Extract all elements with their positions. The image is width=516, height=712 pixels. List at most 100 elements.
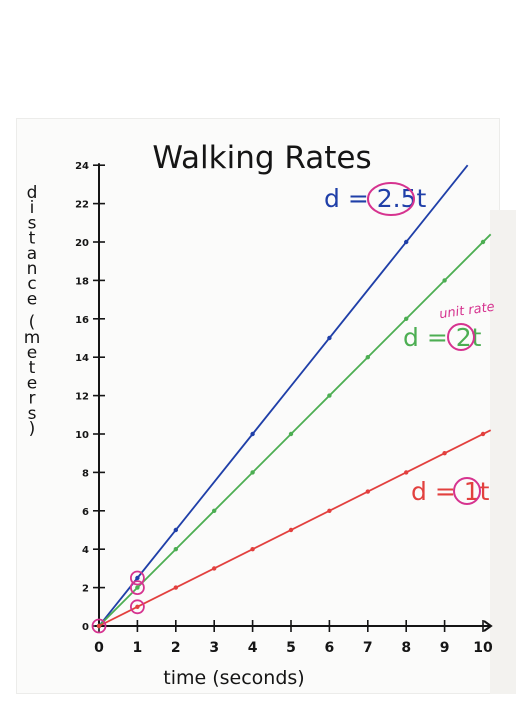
- svg-text:d = 2.5t: d = 2.5t: [324, 184, 426, 213]
- data-point: [480, 431, 486, 437]
- x-ticks: 0 1 2 3 4 5 6 7 8 9 10: [94, 620, 493, 656]
- rate-circle-red: [453, 477, 481, 505]
- svg-text:d = 2t: d = 2t: [403, 323, 482, 352]
- y-axis-label-char: d: [27, 183, 38, 203]
- highlight-circles: [91, 570, 145, 634]
- y-tick-label: 20: [75, 238, 89, 249]
- series-line: [98, 429, 492, 627]
- equation-blue: d = 2.5t: [324, 182, 426, 216]
- x-tick-label: 7: [363, 640, 373, 656]
- y-tick-label: 14: [75, 353, 89, 364]
- series-line: [98, 233, 492, 627]
- data-point: [212, 566, 217, 571]
- data-point: [288, 527, 294, 533]
- y-tick-label: 0: [82, 622, 89, 633]
- y-tick-label: 18: [75, 276, 89, 287]
- equation-red-rate: 1: [464, 477, 480, 506]
- equation-blue-suffix: t: [416, 184, 426, 213]
- data-point: [442, 451, 447, 456]
- data-point: [365, 489, 370, 494]
- x-tick-label: 2: [171, 640, 181, 656]
- y-axis-label-char: e: [27, 289, 37, 309]
- data-point: [442, 278, 447, 283]
- data-point: [96, 623, 102, 629]
- background-paper: [490, 210, 516, 694]
- rate-circle-green: [447, 323, 475, 351]
- equation-green-rate: 2: [456, 323, 472, 352]
- series-line: [98, 164, 469, 627]
- data-point: [288, 431, 294, 437]
- equation-green-prefix: d =: [403, 323, 456, 352]
- equation-green-suffix: t: [472, 323, 482, 352]
- y-axis-label-char: i: [30, 198, 35, 218]
- y-tick-label: 4: [82, 545, 89, 556]
- y-axis-label-char: a: [27, 244, 37, 264]
- y-tick-label: 10: [75, 430, 89, 441]
- equation-red-suffix: t: [480, 477, 490, 506]
- x-tick-label: 0: [94, 640, 104, 656]
- data-point: [173, 547, 178, 552]
- data-point: [404, 470, 409, 475]
- data-point: [404, 239, 409, 245]
- data-point: [327, 508, 332, 513]
- y-axis-label-char: c: [27, 274, 36, 294]
- x-tick-label: 1: [133, 640, 143, 656]
- equation-red-prefix: d =: [411, 477, 464, 506]
- series-1: [96, 164, 469, 629]
- poster-paper: [16, 118, 500, 694]
- svg-text:d = 1t: d = 1t: [411, 477, 490, 506]
- y-axis-label-char: s: [28, 213, 37, 233]
- data-point: [173, 527, 178, 533]
- data-point: [250, 547, 255, 552]
- y-axis-label-char: s: [28, 404, 37, 424]
- x-tick-label: 4: [248, 640, 258, 656]
- highlight-circle: [91, 618, 107, 634]
- series-3: [96, 429, 492, 629]
- y-axis-label-char: ): [29, 419, 36, 439]
- data-point: [250, 431, 255, 437]
- data-point: [327, 335, 332, 341]
- y-tick-label: 16: [75, 315, 89, 326]
- x-tick-label: 10: [473, 640, 493, 656]
- axes: [95, 163, 493, 632]
- chart-title: Walking Rates: [152, 140, 371, 176]
- equation-red: d = 1t: [411, 477, 490, 506]
- x-axis-arrow: [483, 620, 493, 632]
- data-point: [135, 575, 140, 581]
- data-point: [327, 393, 332, 398]
- data-point: [404, 316, 409, 321]
- rate-circle-blue: [367, 182, 415, 216]
- x-axis-label: time (seconds): [163, 667, 304, 689]
- y-axis-label-char: m: [24, 328, 41, 348]
- y-tick-label: 6: [82, 507, 89, 518]
- y-tick-label: 12: [75, 392, 89, 403]
- x-tick-label: 6: [325, 640, 335, 656]
- y-axis-label-char: n: [27, 259, 38, 279]
- y-tick-label: 22: [75, 200, 89, 211]
- y-axis-label-char: e: [27, 373, 37, 393]
- unit-rate-note: unit rate: [438, 300, 495, 323]
- highlight-circle: [129, 570, 145, 586]
- data-point: [135, 585, 140, 590]
- x-tick-label: 3: [209, 640, 219, 656]
- highlight-circle: [129, 580, 145, 595]
- data-point: [250, 470, 255, 475]
- series-layer: [96, 164, 492, 629]
- equation-green: d = 2t: [403, 323, 482, 352]
- data-point: [173, 585, 178, 590]
- data-point: [212, 508, 217, 513]
- y-axis-label-char: t: [29, 229, 36, 249]
- y-axis-label-char: r: [29, 389, 36, 409]
- y-tick-label: 8: [82, 468, 89, 479]
- x-tick-label: 9: [440, 640, 450, 656]
- y-axis-label-char: (: [29, 313, 36, 333]
- highlight-circle: [129, 599, 145, 615]
- y-axis-label-char: t: [29, 358, 36, 378]
- x-tick-label: 5: [286, 640, 296, 656]
- y-tick-label: 24: [75, 161, 89, 172]
- x-tick-label: 8: [401, 640, 411, 656]
